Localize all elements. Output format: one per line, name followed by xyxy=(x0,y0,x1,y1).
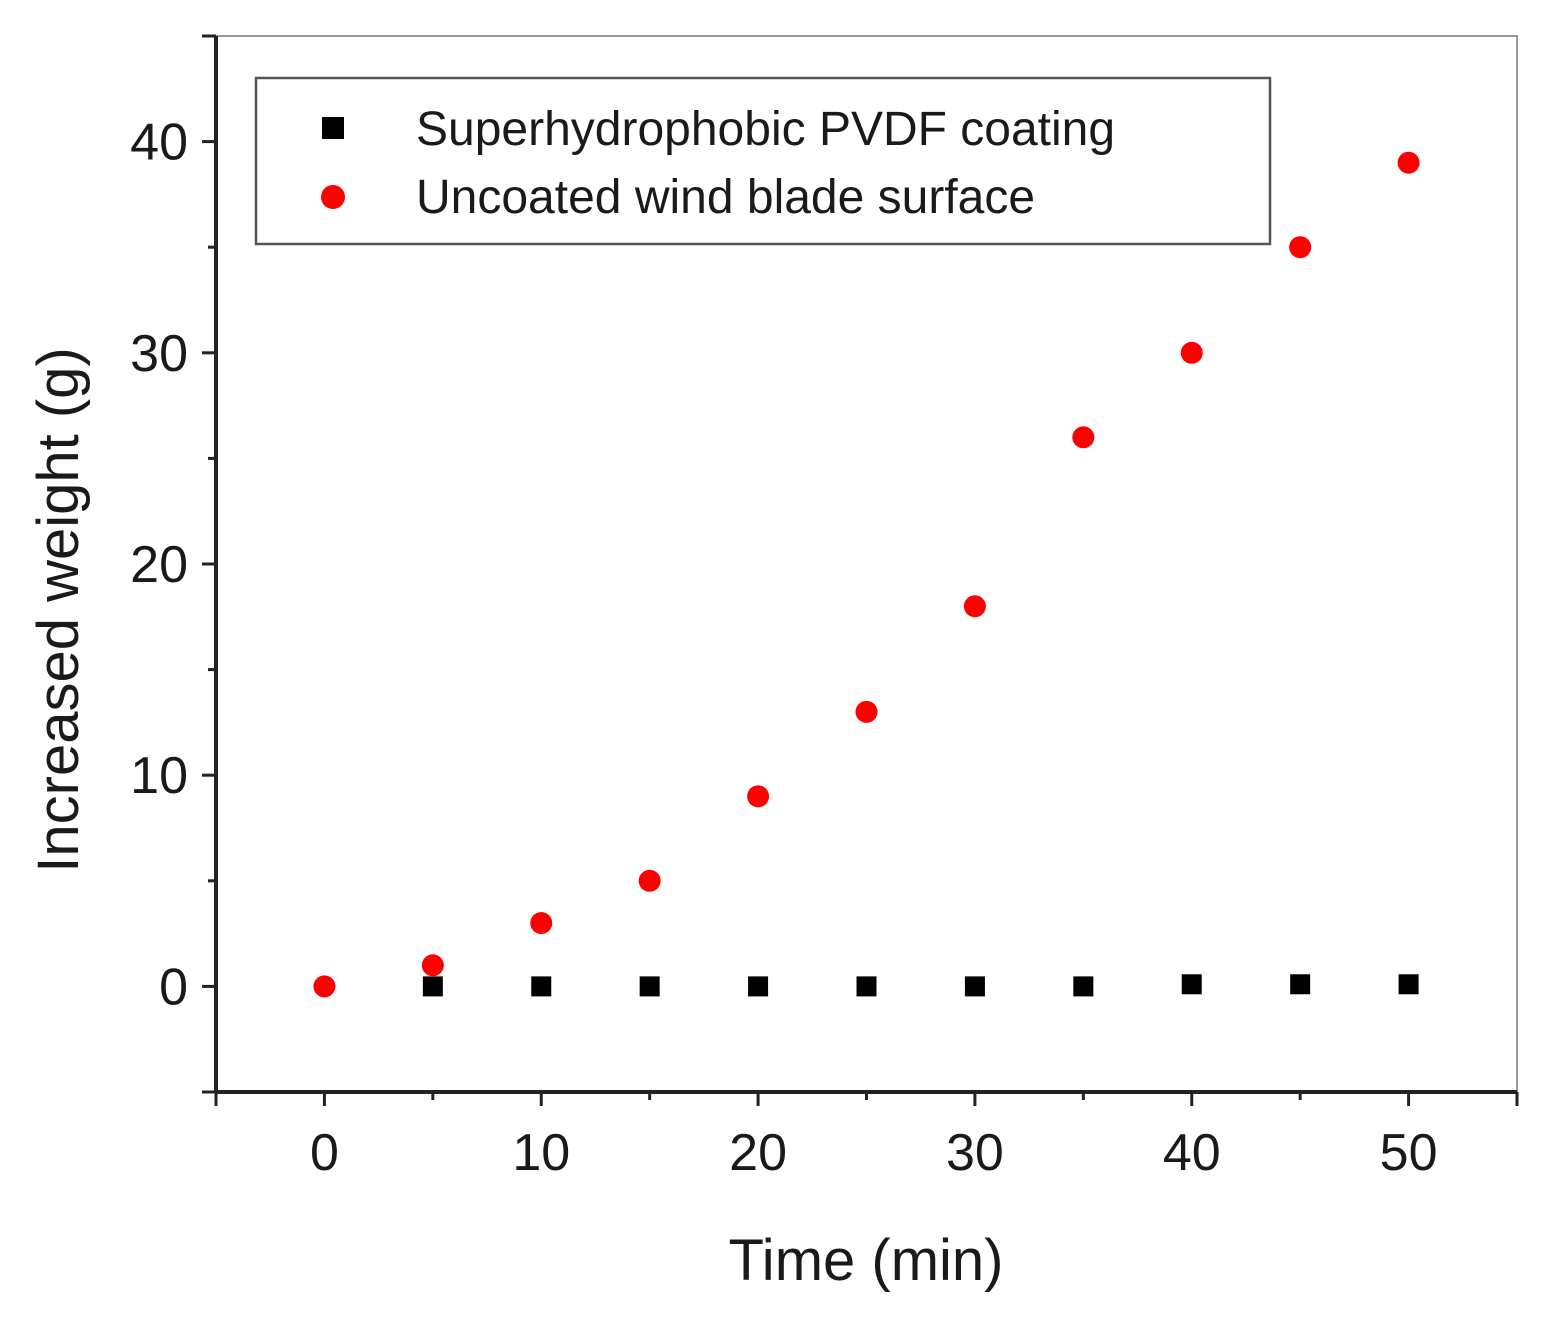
data-point-square xyxy=(422,976,443,997)
y-tick-label: 20 xyxy=(130,536,188,594)
data-point-square xyxy=(639,976,660,997)
ticks: 0 10 20 30 40 50 0 10 20 30 40 xyxy=(130,34,1519,1182)
data-point-square xyxy=(531,976,552,997)
x-tick-label: 20 xyxy=(729,1124,787,1182)
data-point-square xyxy=(1290,974,1311,995)
y-tick-label: 10 xyxy=(130,747,188,805)
y-axis-title: Increased weight (g) xyxy=(26,347,91,872)
data-point-circle xyxy=(421,954,444,977)
x-tick-label: 10 xyxy=(512,1124,570,1182)
data-point-circle xyxy=(1180,341,1203,364)
legend-marker-square xyxy=(322,117,344,139)
legend-label-series-2: Uncoated wind blade surface xyxy=(416,171,1035,224)
data-point-circle xyxy=(530,912,553,935)
y-tick-label: 30 xyxy=(130,325,188,383)
data-marks xyxy=(313,151,1420,998)
legend-label-series-1: Superhydrophobic PVDF coating xyxy=(416,103,1115,156)
data-point-circle xyxy=(1289,236,1312,259)
data-point-circle xyxy=(855,700,878,723)
x-tick-label: 50 xyxy=(1380,1124,1438,1182)
x-tick-label: 30 xyxy=(946,1124,1004,1182)
data-point-square xyxy=(964,976,985,997)
x-tick-label: 40 xyxy=(1163,1124,1221,1182)
legend-marker-circle xyxy=(321,185,345,209)
data-point-circle xyxy=(747,785,770,808)
data-point-square xyxy=(856,976,877,997)
data-point-circle xyxy=(1397,151,1420,174)
data-point-circle xyxy=(1072,426,1095,449)
legend-box xyxy=(254,76,1272,246)
y-tick-label: 40 xyxy=(130,114,188,172)
data-point-square xyxy=(1181,974,1202,995)
data-point-square xyxy=(1073,976,1094,997)
x-axis-title: Time (min) xyxy=(729,1228,1004,1293)
legend: Superhydrophobic PVDF coating Uncoated w… xyxy=(254,76,1272,246)
data-point-circle xyxy=(963,595,986,618)
x-tick-label: 0 xyxy=(310,1124,339,1182)
data-point-square xyxy=(1398,974,1419,995)
data-point-circle xyxy=(638,869,661,892)
data-point-circle xyxy=(313,975,336,998)
y-tick-label: 0 xyxy=(159,958,188,1016)
data-point-square xyxy=(748,976,769,997)
